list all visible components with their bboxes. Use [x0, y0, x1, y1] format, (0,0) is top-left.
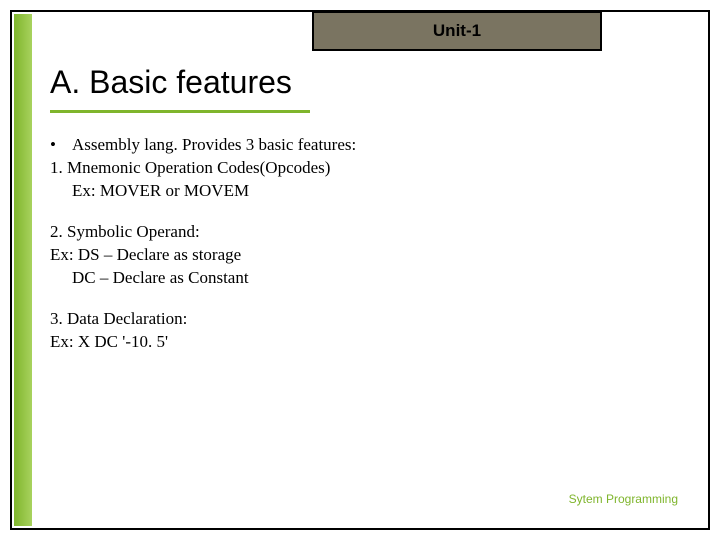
footer-text: Sytem Programming — [569, 492, 678, 506]
page-title: A. Basic features — [50, 64, 292, 101]
item1-example: Ex: MOVER or MOVEM — [50, 180, 678, 203]
item3-example: Ex: X DC '-10. 5' — [50, 331, 678, 354]
intro-text: Assembly lang. Provides 3 basic features… — [72, 134, 356, 157]
title-underline — [50, 110, 310, 113]
slide-frame: Unit-1 A. Basic features • Assembly lang… — [10, 10, 710, 530]
item1-title: 1. Mnemonic Operation Codes(Opcodes) — [50, 157, 678, 180]
bullet-row: • Assembly lang. Provides 3 basic featur… — [50, 134, 678, 157]
intro-block: • Assembly lang. Provides 3 basic featur… — [50, 134, 678, 203]
item2-example-line1: Ex: DS – Declare as storage — [50, 244, 678, 267]
bullet-dot-icon: • — [50, 134, 72, 157]
item2-example-line2: DC – Declare as Constant — [50, 267, 678, 290]
item2-title: 2. Symbolic Operand: — [50, 221, 678, 244]
side-accent-bar — [14, 14, 32, 526]
content-body: • Assembly lang. Provides 3 basic featur… — [50, 134, 678, 372]
unit-label: Unit-1 — [433, 21, 481, 41]
item2-block: 2. Symbolic Operand: Ex: DS – Declare as… — [50, 221, 678, 290]
item3-title: 3. Data Declaration: — [50, 308, 678, 331]
item3-block: 3. Data Declaration: Ex: X DC '-10. 5' — [50, 308, 678, 354]
unit-tab: Unit-1 — [312, 11, 602, 51]
